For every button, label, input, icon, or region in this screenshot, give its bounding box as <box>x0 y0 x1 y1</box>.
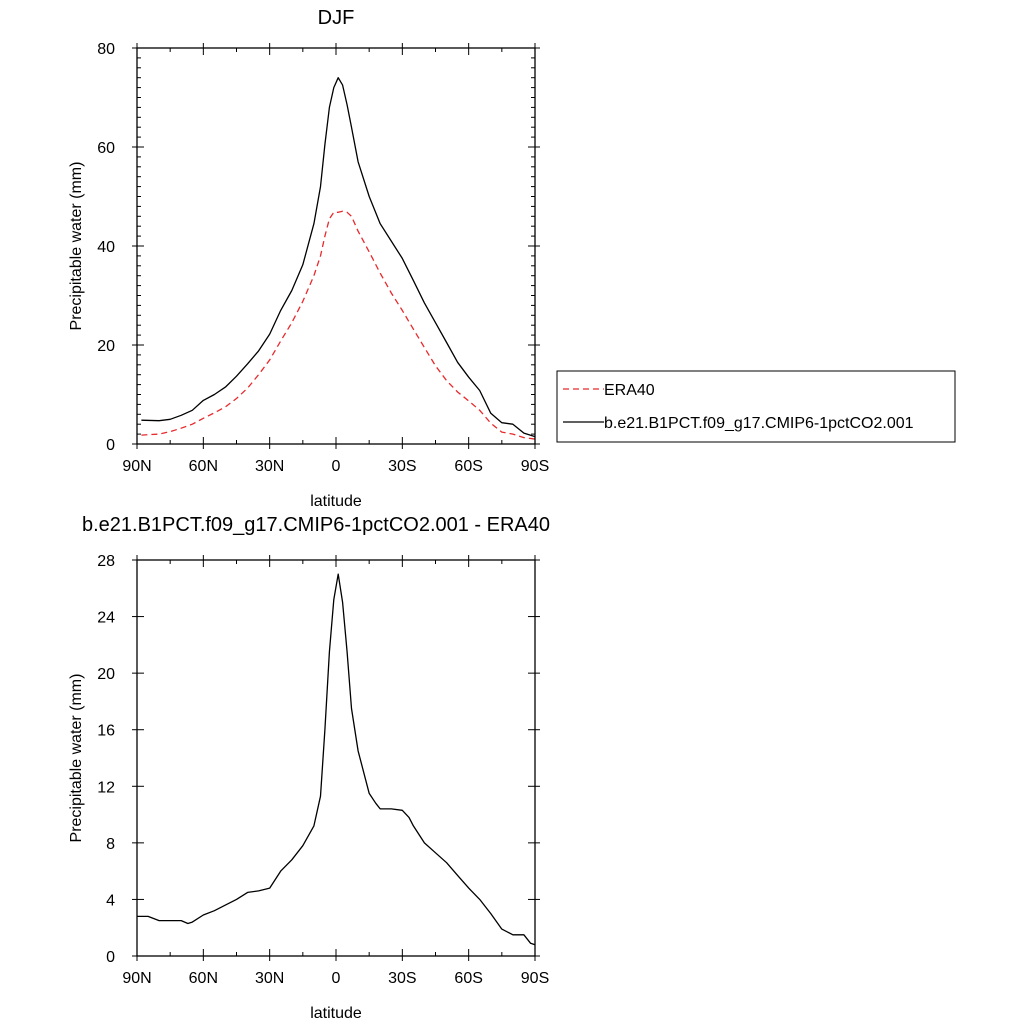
x-tick-label: 60S <box>454 458 482 475</box>
plot-frame <box>136 559 536 957</box>
y-tick-label: 0 <box>106 949 115 966</box>
tick-labels: 90N 60N 30N 0 30S 60S 90S 0 4 8 12 16 20 24 28 <box>97 553 549 987</box>
y-tick-label: 12 <box>97 779 115 796</box>
series-lines <box>137 573 536 946</box>
x-tick-label: 90S <box>521 458 549 475</box>
panel-title: b.e21.B1PCT.f09_g17.CMIP6-1pctCO2.001 - … <box>82 514 550 536</box>
y-tick-label: 28 <box>97 553 115 570</box>
series-line-b-e21-b1pct-f09-g17-cmip6-1pctco2-001 <box>141 77 536 438</box>
djf-panel: DJF 90N 60N 30N 0 30S 60S 90S 0 20 40 60 80 latitud… <box>68 7 956 510</box>
x-tick-label: 60N <box>189 458 218 475</box>
series-line-diff-0 <box>137 573 536 946</box>
panel-title: DJF <box>318 7 355 29</box>
x-tick-label: 30S <box>388 458 416 475</box>
x-tick-label: 30N <box>255 458 284 475</box>
series-line-era40 <box>141 210 536 440</box>
plot-frame <box>136 47 536 445</box>
x-tick-label: 30N <box>255 970 284 987</box>
y-tick-label: 0 <box>106 437 115 454</box>
y-tick-label: 4 <box>106 892 115 909</box>
x-tick-label: 60S <box>454 970 482 987</box>
y-tick-label: 16 <box>97 723 115 740</box>
y-tick-label: 20 <box>97 666 115 683</box>
y-tick-label: 80 <box>97 41 115 58</box>
tick-labels: 90N 60N 30N 0 30S 60S 90S 0 20 40 60 80 <box>97 41 549 475</box>
tick-marks <box>132 555 540 961</box>
tick-marks <box>132 43 540 449</box>
y-axis-label: Precipitable water (mm) <box>68 674 85 843</box>
x-tick-label: 0 <box>332 970 341 987</box>
legend: ERA40 b.e21.B1PCT.f09_g17.CMIP6-1pctCO2.… <box>556 370 956 443</box>
difference-panel: b.e21.B1PCT.f09_g17.CMIP6-1pctCO2.001 - … <box>68 514 550 1022</box>
series-lines <box>141 77 536 440</box>
y-tick-label: 24 <box>97 610 115 627</box>
x-tick-label: 60N <box>189 970 218 987</box>
x-tick-label: 90S <box>521 970 549 987</box>
y-tick-label: 40 <box>97 239 115 256</box>
x-tick-label: 90N <box>122 970 151 987</box>
y-axis-label: Precipitable water (mm) <box>68 162 85 331</box>
legend-box <box>556 370 956 443</box>
legend-label-era40: ERA40 <box>604 382 655 399</box>
legend-label-model: b.e21.B1PCT.f09_g17.CMIP6-1pctCO2.001 <box>604 415 914 432</box>
x-tick-label: 30S <box>388 970 416 987</box>
y-tick-label: 8 <box>106 836 115 853</box>
y-tick-label: 60 <box>97 140 115 157</box>
x-tick-label: 0 <box>332 458 341 475</box>
x-axis-label: latitude <box>310 493 362 510</box>
x-tick-label: 90N <box>122 458 151 475</box>
x-axis-label: latitude <box>310 1005 362 1022</box>
y-tick-label: 20 <box>97 338 115 355</box>
